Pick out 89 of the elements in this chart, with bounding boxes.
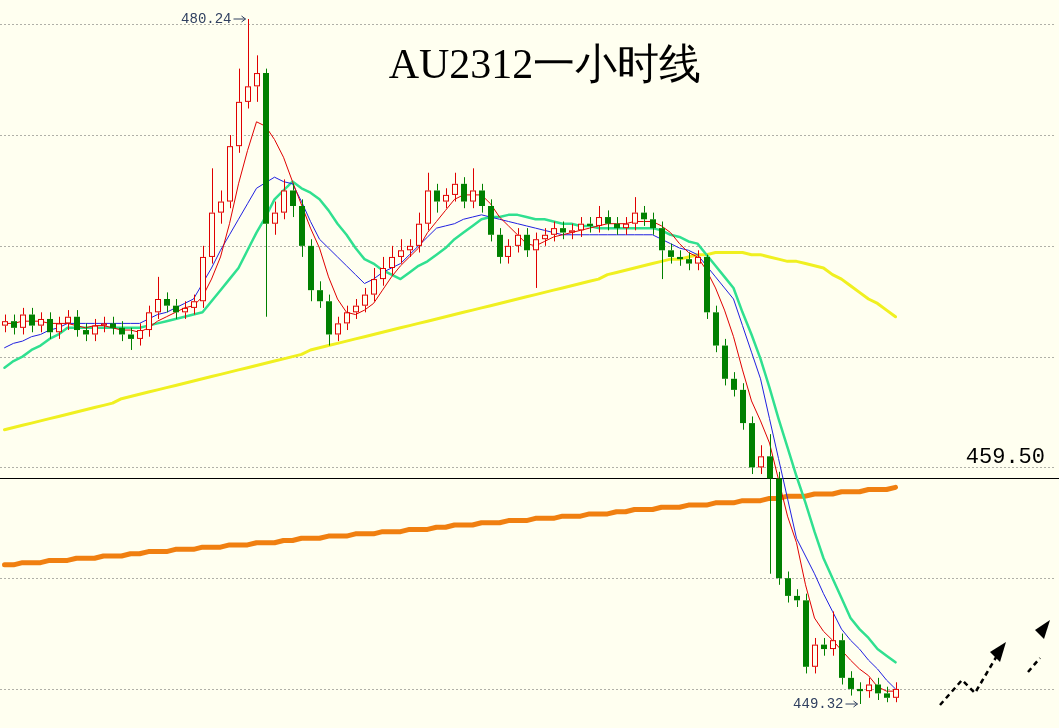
annotation: 480.24 — [181, 10, 232, 27]
candlestick — [740, 382, 746, 431]
candlestick — [677, 249, 683, 267]
candlestick — [209, 167, 215, 265]
candlestick — [533, 232, 539, 289]
candlestick — [416, 212, 422, 253]
candlestick — [713, 305, 719, 353]
candlestick — [155, 276, 161, 320]
candlestick — [749, 415, 755, 475]
candlestick — [704, 254, 710, 320]
candlestick — [236, 68, 242, 154]
candlestick — [29, 307, 35, 333]
candlestick — [722, 338, 728, 386]
candlestick — [146, 305, 152, 338]
candlestick — [335, 316, 341, 342]
candlestick — [758, 444, 764, 475]
candlestick — [362, 287, 368, 313]
candlestick — [290, 183, 296, 218]
candlestick — [389, 245, 395, 276]
candlestick — [488, 198, 494, 242]
candlestick — [452, 172, 458, 203]
candlestick — [596, 205, 602, 234]
candlestick — [299, 198, 305, 258]
candlestick — [470, 167, 476, 209]
candlestick — [641, 205, 647, 227]
candlestick — [227, 134, 233, 209]
candlestick — [380, 256, 386, 287]
candlestick — [569, 223, 575, 240]
candlestick — [191, 294, 197, 316]
candlestick — [803, 593, 809, 674]
candlestick — [767, 433, 773, 575]
candlestick — [56, 316, 62, 340]
candlestick — [785, 571, 791, 604]
candlestick — [839, 633, 845, 686]
candlestick — [659, 220, 665, 280]
candlestick — [101, 316, 107, 333]
candlestick — [245, 18, 251, 109]
candlestick — [308, 238, 314, 302]
candlestick — [218, 189, 224, 225]
candlestick — [695, 249, 701, 271]
candlestick — [263, 68, 269, 318]
candlestick — [281, 178, 287, 220]
candlestick — [505, 238, 511, 265]
candlestick — [425, 172, 431, 231]
candlestick — [830, 610, 836, 657]
candlestick — [776, 471, 782, 586]
candlestick — [479, 183, 485, 214]
text: AU2312一小时线 — [387, 40, 703, 89]
candlestick — [731, 371, 737, 397]
candlestick — [632, 196, 638, 231]
candlestick — [524, 227, 530, 258]
candlestick — [200, 245, 206, 309]
candlestick — [326, 294, 332, 347]
candlestick — [497, 227, 503, 265]
candlestick — [344, 305, 350, 331]
candlestick — [164, 291, 170, 313]
candlestick — [398, 238, 404, 265]
candlestick — [272, 201, 278, 236]
candlestick — [443, 187, 449, 209]
candlestick — [47, 311, 53, 340]
candlestick — [668, 243, 674, 265]
candlestick — [857, 681, 863, 705]
candlestick — [74, 309, 80, 338]
annotation: 449.32 — [793, 695, 844, 712]
candlestick — [11, 314, 17, 335]
candlestick — [371, 267, 377, 302]
candlestick — [812, 637, 818, 674]
candlestick — [110, 316, 116, 335]
candlestick — [20, 307, 26, 335]
candlestick — [434, 183, 440, 214]
candlestick — [515, 227, 521, 253]
candlestick — [38, 311, 44, 333]
candlestick — [560, 220, 566, 240]
ref-line-label: 459.50 — [965, 445, 1045, 471]
candlestick — [137, 322, 143, 347]
candlestick — [686, 252, 692, 271]
candlestick — [119, 320, 125, 342]
candlestick — [128, 327, 134, 351]
candlestick — [551, 220, 557, 242]
candlestick — [875, 677, 881, 701]
candlestick — [587, 216, 593, 234]
candlestick — [650, 212, 656, 236]
candlestick — [317, 280, 323, 309]
candlestick — [605, 209, 611, 231]
candlestick — [254, 54, 260, 103]
candlestick — [173, 298, 179, 320]
candlestick — [884, 686, 890, 703]
candlestick — [848, 670, 854, 697]
candlestick — [461, 176, 467, 209]
